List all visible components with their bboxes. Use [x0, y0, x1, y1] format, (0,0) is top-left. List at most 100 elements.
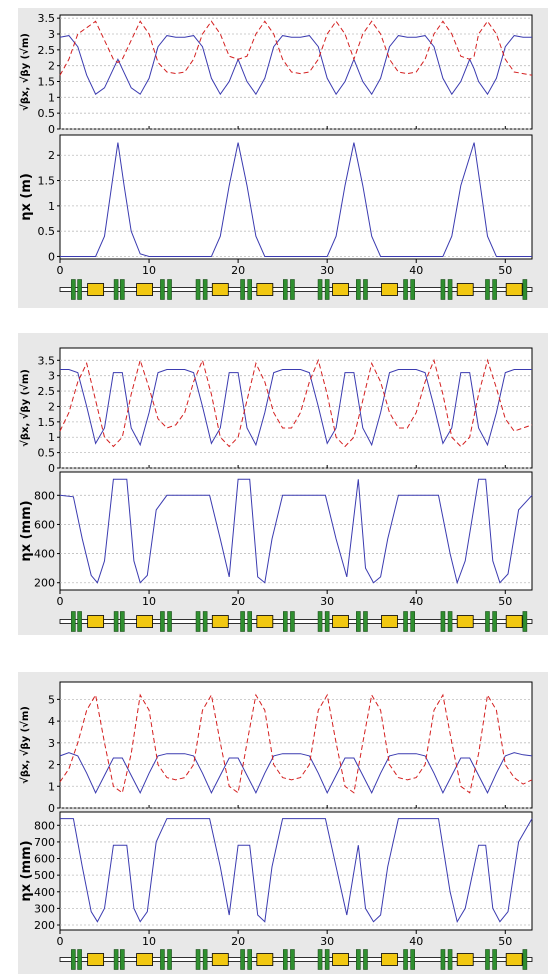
x-tick-label: 40: [409, 935, 423, 948]
lattice-dipole: [505, 283, 523, 296]
x-tick-label: 10: [142, 935, 156, 948]
lattice-dipole: [456, 953, 474, 966]
beta-plot-area: [59, 14, 533, 130]
beta-tick-label: 0: [48, 802, 55, 815]
eta-tick-label: 1: [48, 200, 55, 213]
lattice-dipole: [381, 283, 398, 296]
lattice-dipole: [332, 615, 349, 628]
eta-tick-label: 2: [48, 149, 55, 162]
lattice-quadrupole: [410, 279, 415, 300]
lattice-quadrupole: [485, 949, 490, 970]
lattice-dipole: [87, 615, 105, 628]
beta-tick-label: 2.5: [38, 44, 56, 57]
beta-x-line: [59, 752, 533, 794]
lattice-quadrupole: [324, 611, 330, 632]
x-tick-label: 0: [57, 264, 64, 277]
lattice-dipole: [136, 953, 154, 966]
lattice-quadrupole: [247, 611, 252, 632]
lattice-dipole: [136, 615, 154, 628]
lattice-quadrupole: [167, 949, 172, 970]
eta-tick-label: 400: [34, 548, 55, 561]
lattice-dipole: [456, 615, 474, 628]
lattice-quadrupole: [410, 949, 415, 970]
beta-tick-label: 0.5: [38, 447, 56, 460]
eta-plot-area: [59, 471, 533, 591]
beta-tick-label: 3: [48, 370, 55, 383]
beta-ylabel: √βx, √βy (√m): [19, 33, 31, 111]
beta-tick-label: 1: [48, 431, 55, 444]
eta-tick-label: 600: [34, 853, 55, 866]
lattice-quadrupole: [113, 949, 119, 970]
lattice-quadrupole: [202, 279, 208, 300]
lattice-quadrupole: [363, 949, 368, 970]
x-tick-label: 30: [320, 935, 334, 948]
lattice-quadrupole: [403, 949, 408, 970]
beta-tick-label: 2: [48, 759, 55, 772]
lattice-quadrupole: [317, 949, 323, 970]
lattice-dipole: [211, 953, 229, 966]
lattice-quadrupole: [356, 279, 361, 300]
lattice-dipole: [381, 615, 398, 628]
eta-tick-label: 0.5: [38, 225, 56, 238]
lattice-quadrupole: [356, 611, 361, 632]
beta-y-line: [59, 358, 533, 448]
lattice-quadrupole: [113, 611, 119, 632]
lattice-dipole: [332, 283, 349, 296]
beta-tick-label: 3.5: [38, 12, 56, 25]
eta-line: [60, 142, 532, 257]
lattice-quadrupole: [167, 279, 172, 300]
lattice-beamline: [59, 619, 533, 624]
lattice-quadrupole: [440, 949, 446, 970]
lattice-quadrupole: [290, 611, 295, 632]
lattice-quadrupole: [363, 611, 368, 632]
lattice-quadrupole: [71, 949, 76, 970]
beta-ylabel: √βx, √βy (√m): [19, 369, 31, 447]
lattice-dipole: [505, 953, 523, 966]
lattice-quadrupole: [160, 279, 165, 300]
lattice-quadrupole: [283, 279, 288, 300]
beta-tick-label: 4: [48, 715, 55, 728]
lattice-quadrupole: [522, 611, 528, 632]
beta-tick-label: 1.5: [38, 76, 56, 89]
eta-tick-label: 400: [34, 886, 55, 899]
beta-tick-label: 3.5: [38, 354, 56, 367]
lattice-dipole: [381, 953, 398, 966]
beta-plot-area: [59, 347, 533, 469]
lattice-quadrupole: [403, 611, 408, 632]
eta-plot-area: [59, 811, 533, 931]
beta-tick-label: 3: [48, 28, 55, 41]
lattice-quadrupole: [283, 611, 288, 632]
beta-tick-label: 0: [48, 123, 55, 136]
beta-tick-label: 0.5: [38, 107, 56, 120]
x-tick-label: 10: [142, 264, 156, 277]
lattice-quadrupole: [195, 611, 201, 632]
beta-y-line: [59, 693, 533, 794]
x-tick-label: 20: [231, 935, 245, 948]
x-tick-label: 30: [320, 264, 334, 277]
lattice-quadrupole: [522, 949, 528, 970]
lattice-quadrupole: [317, 611, 323, 632]
x-tick-label: 0: [57, 935, 64, 948]
x-tick-label: 50: [498, 595, 512, 608]
lattice-quadrupole: [447, 611, 453, 632]
lattice-quadrupole: [77, 279, 82, 300]
lattice-quadrupole: [403, 279, 408, 300]
x-tick-label: 40: [409, 264, 423, 277]
lattice-quadrupole: [290, 949, 295, 970]
x-tick-label: 50: [498, 264, 512, 277]
lattice-quadrupole: [522, 279, 528, 300]
eta-tick-label: 500: [34, 869, 55, 882]
beta-plot-area: [59, 681, 533, 809]
beta-tick-label: 2: [48, 60, 55, 73]
lattice-beamline: [59, 957, 533, 962]
lattice-quadrupole: [447, 949, 453, 970]
lattice-quadrupole: [202, 611, 208, 632]
x-tick-label: 10: [142, 595, 156, 608]
beta-tick-label: 2.5: [38, 385, 56, 398]
beta-tick-label: 1: [48, 91, 55, 104]
lattice-quadrupole: [71, 611, 76, 632]
eta-tick-label: 800: [34, 489, 55, 502]
beta-tick-label: 3: [48, 737, 55, 750]
beta-tick-label: 5: [48, 693, 55, 706]
eta-tick-label: 800: [34, 819, 55, 832]
